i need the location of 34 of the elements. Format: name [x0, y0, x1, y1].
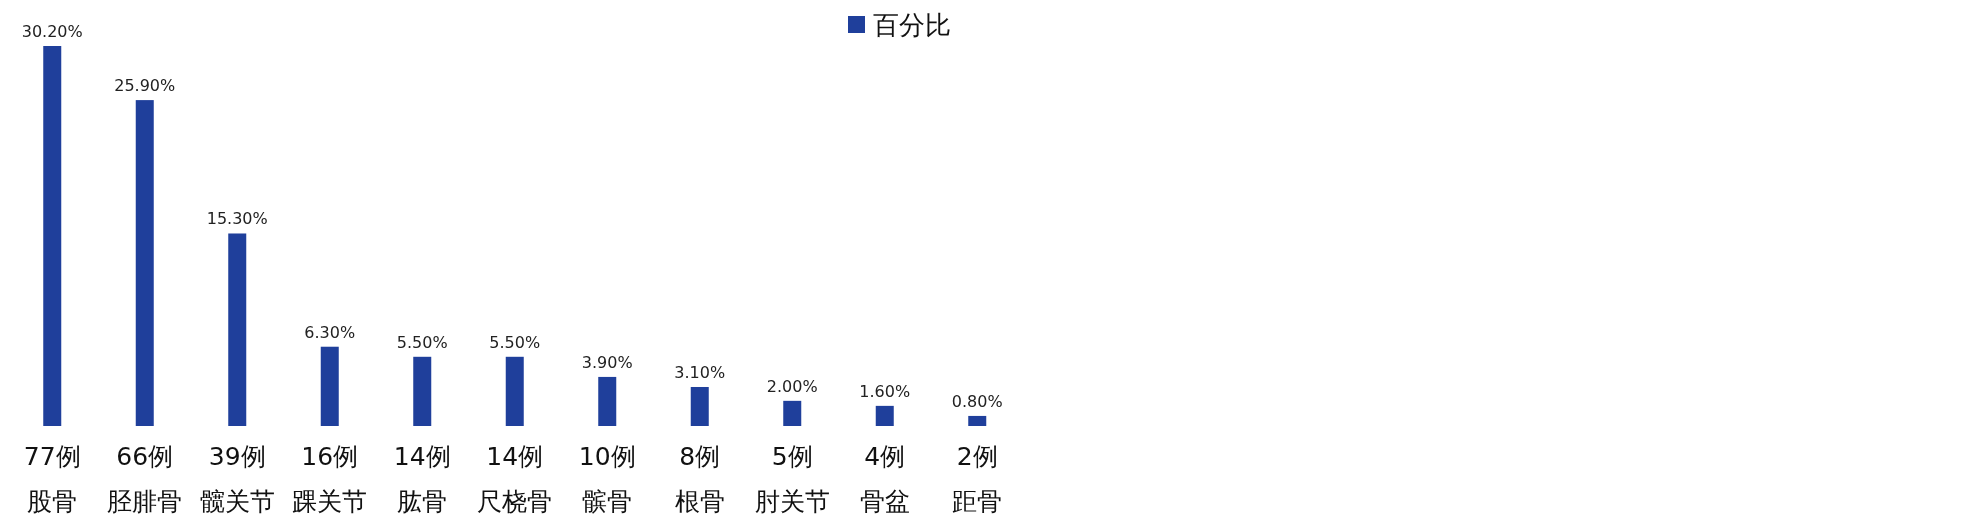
data-label: 15.30% — [206, 209, 268, 229]
data-label: 0.80% — [951, 391, 1003, 411]
bar — [228, 233, 247, 426]
data-label: 1.60% — [859, 381, 911, 401]
x-tick-label: 77例股骨 — [23, 442, 81, 516]
bar — [968, 415, 987, 426]
x-tick-label: 14例尺桡骨 — [477, 442, 553, 516]
data-label: 5.50% — [489, 332, 541, 352]
x-tick-label: 2例距骨 — [952, 442, 1003, 516]
data-label: 30.20% — [21, 22, 83, 41]
bar — [413, 356, 432, 426]
data-label: 5.50% — [396, 332, 448, 352]
x-tick-label: 16例踝关节 — [292, 442, 368, 516]
x-tick-label: 4例骨盆 — [859, 442, 910, 516]
x-tick-label: 14例肱骨 — [393, 442, 451, 516]
x-tick-label: 66例胫腓骨 — [107, 442, 183, 516]
data-label: 25.90% — [114, 76, 176, 96]
legend-label: 百分比 — [873, 10, 951, 40]
bar — [783, 400, 802, 426]
x-tick-label: 10例髌骨 — [578, 442, 636, 516]
bar — [43, 46, 62, 426]
x-tick-label: 8例根骨 — [674, 442, 725, 516]
bar — [690, 386, 709, 426]
data-label: 2.00% — [766, 376, 818, 396]
bar — [875, 405, 894, 426]
data-label: 6.30% — [304, 322, 356, 342]
data-label: 3.10% — [674, 362, 726, 382]
bar — [320, 346, 339, 426]
bar — [598, 376, 617, 426]
x-tick-label: 39例髋关节 — [199, 442, 275, 516]
bar — [135, 100, 154, 426]
x-tick-label: 5例肘关节 — [754, 442, 830, 516]
data-label: 3.90% — [581, 352, 633, 372]
bar — [505, 356, 524, 426]
